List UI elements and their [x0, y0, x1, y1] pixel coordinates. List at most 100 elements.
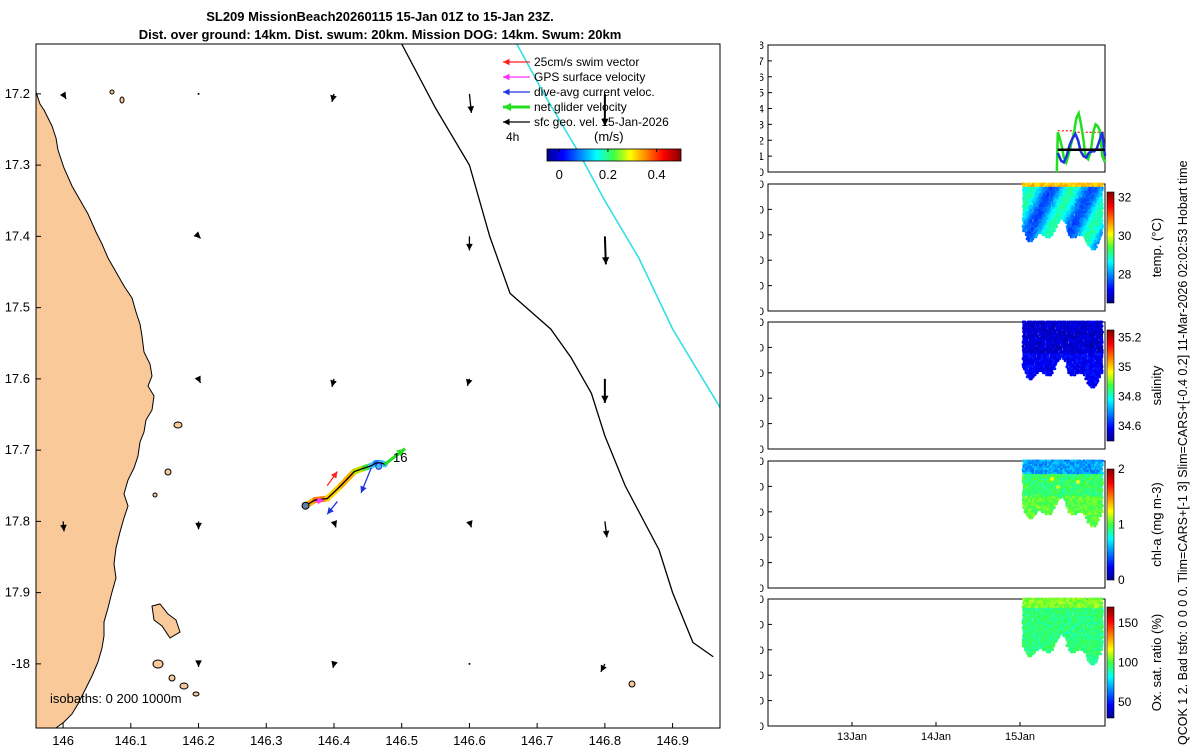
colorbar-tick-label: 0.2: [599, 167, 617, 182]
island: [119, 96, 125, 104]
geo-velocity-vector: [330, 520, 338, 528]
section-y-tick-label: 20: [760, 204, 764, 216]
section-colorbar-label: temp. (°C): [1149, 218, 1164, 277]
island: [179, 682, 189, 690]
map-colorbar: (m/s) 0 0.2 0.4: [546, 129, 682, 182]
dive-avg-current-arrow: [326, 501, 338, 515]
section-y-tick-label: 100: [760, 721, 764, 733]
section-x-tick-label: 15Jan: [1005, 731, 1035, 743]
velocity-y-tick-label: 0.2: [760, 135, 764, 147]
section-y-tick-label: 40: [760, 507, 764, 519]
section-data-dots: [1021, 459, 1104, 528]
velocity-y-tick-label: 0.6: [760, 72, 764, 84]
island: [164, 468, 172, 476]
velocity-y-tick-label: 0.7: [760, 56, 764, 68]
map-x-tick-label: 146.1: [115, 733, 148, 748]
section-colorbar-tick: 30: [1118, 229, 1132, 243]
section-y-tick-label: 60: [760, 532, 764, 544]
section-y-tick-label: 0: [760, 456, 764, 468]
map-y-tick-label: 17.6: [5, 371, 30, 386]
section-colorbar-tick: 28: [1118, 267, 1132, 281]
map-x-tick-label: 146.4: [318, 733, 351, 748]
geo-velocity-vector: [59, 91, 67, 100]
section-colorbar-tick: 50: [1118, 695, 1132, 709]
section-y-tick-label: 40: [760, 368, 764, 380]
section-y-tick-label: 20: [760, 342, 764, 354]
geo-velocity-vector: [601, 378, 609, 403]
island: [151, 603, 181, 639]
section-colorbar: [1106, 191, 1115, 304]
colorbar-tick-label: 0: [556, 167, 563, 182]
chl-highlight-dot: [1050, 477, 1054, 481]
geo-velocity-vector: [194, 375, 202, 384]
island: [628, 680, 636, 688]
section-data-dots: [1021, 182, 1104, 251]
section-colorbar-tick: 35.2: [1118, 330, 1142, 344]
map-y-tick-label: 17.9: [5, 585, 30, 600]
gps-surface-velocity-arrow: [314, 497, 324, 505]
legend-label: 25cm/s swim vector: [534, 55, 639, 69]
track-end-marker: [375, 462, 383, 470]
section-y-tick-label: 100: [760, 306, 764, 318]
legend-arrow: [503, 58, 530, 66]
map-y-tick-label: 17.8: [5, 513, 30, 528]
geo-velocity-vector: [602, 521, 610, 538]
section-y-tick-label: 60: [760, 670, 764, 682]
section-colorbar-label: Ox. sat. ratio (%): [1149, 614, 1164, 712]
coastline-land: [36, 44, 155, 728]
colorbar-gradient: [546, 148, 682, 162]
section-colorbar: [1106, 468, 1115, 581]
island: [173, 421, 183, 429]
track-end-label: 16: [393, 450, 407, 465]
section-colorbar-tick: 34.8: [1118, 390, 1142, 404]
section-y-tick-label: 80: [760, 419, 764, 431]
legend-arrow: [503, 118, 530, 126]
geo-velocity-vector: [466, 520, 473, 528]
section-y-tick-label: 40: [760, 645, 764, 657]
geo-velocity-vector: [600, 663, 607, 673]
section-colorbar: [1106, 606, 1115, 719]
section-colorbar-tick: 35: [1118, 360, 1132, 374]
velocity-series-line: [1055, 109, 1107, 173]
legend-arrow: [503, 73, 530, 81]
section-y-tick-label: 20: [760, 619, 764, 631]
island: [152, 492, 158, 498]
map-x-tick-label: 146: [52, 733, 74, 748]
section-y-tick-label: 60: [760, 393, 764, 405]
colorbar-label: (m/s): [594, 129, 624, 144]
map-frame: [35, 43, 721, 729]
map-y-tick-label: 17.3: [5, 157, 30, 172]
dive-avg-current-arrow: [360, 467, 372, 494]
legend-arrow: [503, 88, 530, 96]
right-panels: 00.10.20.30.40.50.60.70.8velocity magnit…: [760, 40, 1164, 743]
section-colorbar-tick: 150: [1118, 616, 1138, 630]
velocity-y-tick-label: 0.3: [760, 119, 764, 131]
isobath-1000m-line: [516, 44, 720, 408]
isobath-legend: isobaths: 0 200 1000m: [50, 691, 182, 706]
chl-highlight-dot: [1076, 480, 1080, 484]
geo-velocity-vector: [331, 660, 338, 669]
geo-velocity-vector: [195, 521, 202, 530]
geo-velocity-vector: [60, 521, 67, 532]
island: [109, 89, 115, 95]
section-x-tick-label: 14Jan: [921, 731, 951, 743]
chart-title-line-2: Dist. over ground: 14km. Dist. swum: 20k…: [138, 27, 622, 42]
map-x-tick-label: 146.8: [589, 733, 622, 748]
geo-velocity-vector: [601, 236, 610, 265]
section-colorbar-tick: 0: [1118, 573, 1125, 587]
isobath-200m-line: [401, 44, 714, 658]
map-y-tick-label: 17.4: [5, 228, 30, 243]
velocity-y-tick-label: 0.8: [760, 40, 764, 52]
section-data-dots: [1021, 320, 1104, 389]
chart-title-line-1: SL209 MissionBeach20260115 15-Jan 01Z to…: [206, 9, 554, 24]
qc-caption: QCOK 1 2. Bad tsfo: 0 0 0 0. Tlim=CARS+[…: [1176, 160, 1190, 745]
section-colorbar-tick: 100: [1118, 656, 1138, 670]
geo-velocity-dot: [468, 662, 471, 665]
legend-label: sfc geo. vel. 15-Jan-2026: [534, 115, 669, 129]
section-y-tick-label: 80: [760, 281, 764, 293]
section-colorbar-tick: 34.6: [1118, 419, 1142, 433]
swim-vector-arrow: [326, 471, 338, 487]
legend-note-4h: 4h: [506, 130, 519, 144]
